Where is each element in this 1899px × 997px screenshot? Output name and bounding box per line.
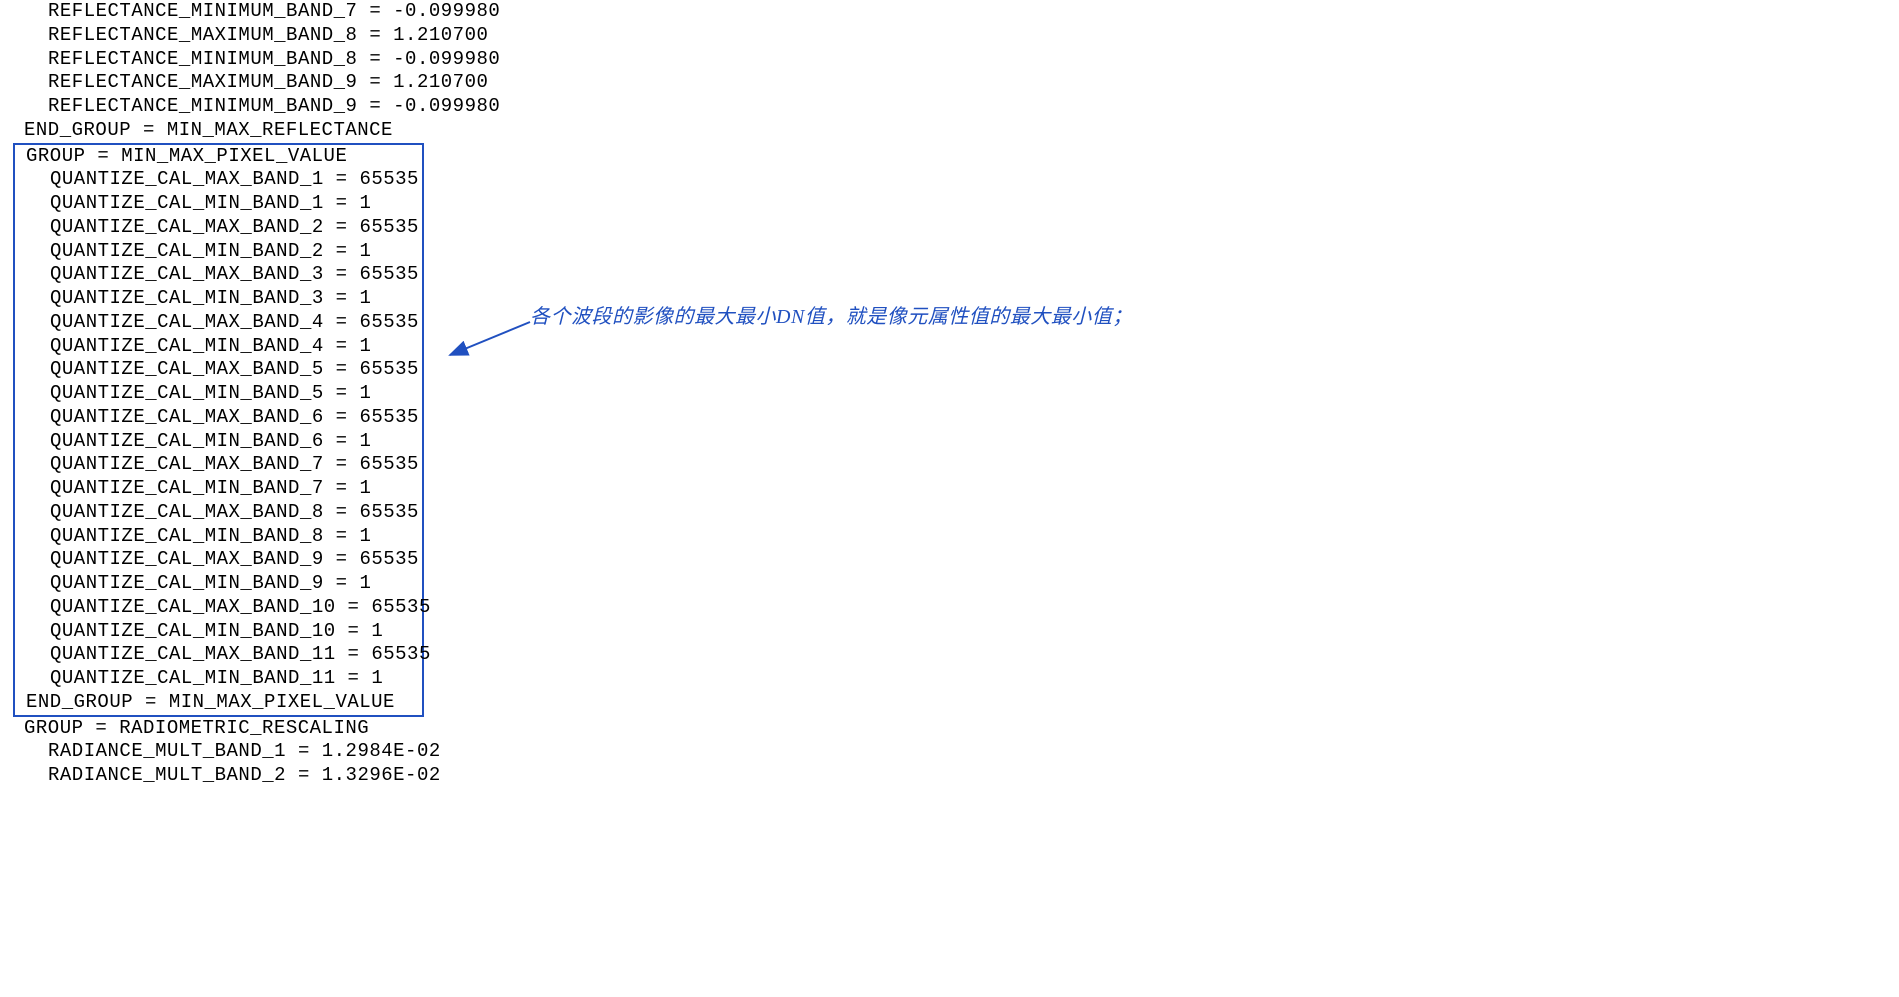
radiometric-line: RADIANCE_MULT_BAND_2 = 1.3296E-02 xyxy=(0,764,1899,788)
pixel-line: QUANTIZE_CAL_MIN_BAND_1 = 1 xyxy=(15,192,422,216)
reflectance-line: REFLECTANCE_MINIMUM_BAND_8 = -0.099980 xyxy=(0,48,1899,72)
pixel-line: QUANTIZE_CAL_MAX_BAND_6 = 65535 xyxy=(15,406,422,430)
reflectance-line: REFLECTANCE_MAXIMUM_BAND_8 = 1.210700 xyxy=(0,24,1899,48)
annotation-text: 各个波段的影像的最大最小DN值，就是像元属性值的最大最小值； xyxy=(530,300,1133,329)
pixel-line: QUANTIZE_CAL_MAX_BAND_2 = 65535 xyxy=(15,216,422,240)
reflectance-end-group: END_GROUP = MIN_MAX_REFLECTANCE xyxy=(0,119,1899,143)
pixel-line: QUANTIZE_CAL_MIN_BAND_6 = 1 xyxy=(15,430,422,454)
radiometric-group-start: GROUP = RADIOMETRIC_RESCALING xyxy=(0,717,1899,741)
pixel-group-start: GROUP = MIN_MAX_PIXEL_VALUE xyxy=(15,145,422,169)
radiometric-line: RADIANCE_MULT_BAND_1 = 1.2984E-02 xyxy=(0,740,1899,764)
reflectance-line: REFLECTANCE_MINIMUM_BAND_7 = -0.099980 xyxy=(0,0,1899,24)
pixel-line: QUANTIZE_CAL_MAX_BAND_10 = 65535 xyxy=(15,596,422,620)
reflectance-line: REFLECTANCE_MINIMUM_BAND_9 = -0.099980 xyxy=(0,95,1899,119)
code-container: REFLECTANCE_MINIMUM_BAND_7 = -0.099980 R… xyxy=(0,0,1899,788)
pixel-line: QUANTIZE_CAL_MAX_BAND_1 = 65535 xyxy=(15,168,422,192)
pixel-line: QUANTIZE_CAL_MIN_BAND_10 = 1 xyxy=(15,620,422,644)
pixel-line: QUANTIZE_CAL_MIN_BAND_5 = 1 xyxy=(15,382,422,406)
pixel-line: QUANTIZE_CAL_MIN_BAND_11 = 1 xyxy=(15,667,422,691)
pixel-line: QUANTIZE_CAL_MIN_BAND_9 = 1 xyxy=(15,572,422,596)
pixel-line: QUANTIZE_CAL_MAX_BAND_3 = 65535 xyxy=(15,263,422,287)
pixel-line: QUANTIZE_CAL_MAX_BAND_4 = 65535 xyxy=(15,311,422,335)
pixel-line: QUANTIZE_CAL_MIN_BAND_7 = 1 xyxy=(15,477,422,501)
pixel-line: QUANTIZE_CAL_MIN_BAND_2 = 1 xyxy=(15,240,422,264)
pixel-line: QUANTIZE_CAL_MAX_BAND_11 = 65535 xyxy=(15,643,422,667)
pixel-group-end: END_GROUP = MIN_MAX_PIXEL_VALUE xyxy=(15,691,422,715)
pixel-line: QUANTIZE_CAL_MAX_BAND_7 = 65535 xyxy=(15,453,422,477)
pixel-value-box: GROUP = MIN_MAX_PIXEL_VALUE QUANTIZE_CAL… xyxy=(13,143,424,717)
pixel-line: QUANTIZE_CAL_MIN_BAND_3 = 1 xyxy=(15,287,422,311)
pixel-line: QUANTIZE_CAL_MAX_BAND_8 = 65535 xyxy=(15,501,422,525)
pixel-line: QUANTIZE_CAL_MIN_BAND_4 = 1 xyxy=(15,335,422,359)
pixel-line: QUANTIZE_CAL_MAX_BAND_9 = 65535 xyxy=(15,548,422,572)
pixel-line: QUANTIZE_CAL_MAX_BAND_5 = 65535 xyxy=(15,358,422,382)
pixel-line: QUANTIZE_CAL_MIN_BAND_8 = 1 xyxy=(15,525,422,549)
reflectance-line: REFLECTANCE_MAXIMUM_BAND_9 = 1.210700 xyxy=(0,71,1899,95)
